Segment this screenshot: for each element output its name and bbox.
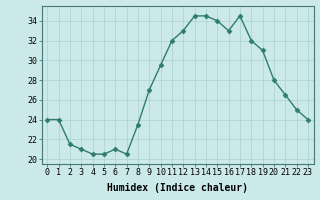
X-axis label: Humidex (Indice chaleur): Humidex (Indice chaleur) bbox=[107, 183, 248, 193]
